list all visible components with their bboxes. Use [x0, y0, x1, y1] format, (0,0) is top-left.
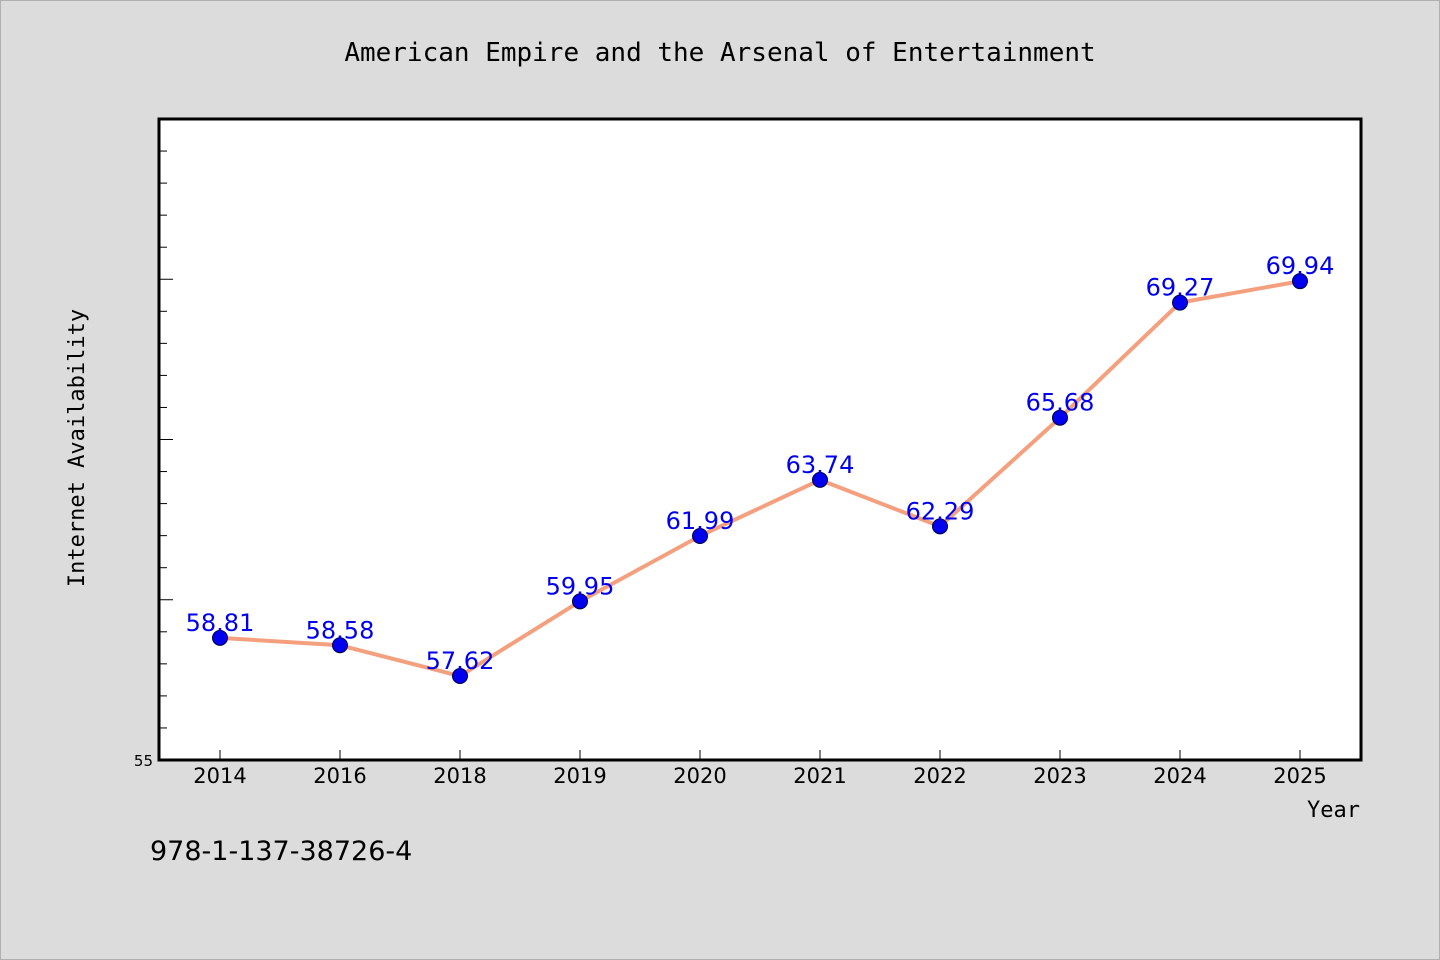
x-tick-label: 2025 [1273, 764, 1326, 788]
plot-area [157, 117, 1363, 762]
y-axis-ticks: 55 [134, 118, 173, 770]
x-tick-label: 2022 [913, 764, 966, 788]
data-point [932, 518, 948, 535]
y-tick-label: 55 [134, 752, 153, 770]
data-label: 63.74 [786, 451, 855, 479]
x-tick-label: 2024 [1153, 764, 1206, 788]
data-point [1292, 273, 1308, 290]
data-point [572, 593, 588, 610]
data-label: 58.81 [186, 609, 255, 637]
x-axis-ticks: 2014 2016 2018 2019 2020 2021 2022 2023 2024 2025 [193, 750, 1327, 788]
chart-title: American Empire and the Arsenal of Enter… [344, 38, 1095, 68]
x-tick-label: 2021 [793, 764, 846, 788]
x-tick-label: 2016 [313, 764, 366, 788]
isbn-text: 978-1-137-38726-4 [150, 836, 413, 867]
data-point [1052, 409, 1068, 426]
data-point [1172, 294, 1188, 311]
data-label: 59.95 [546, 572, 615, 600]
data-point [452, 668, 468, 685]
series-group: 58.81 58.58 57.62 59.95 61.99 63.74 62.29 65.68… [186, 252, 1335, 685]
x-tick-label: 2018 [433, 764, 486, 788]
y-axis-label: Internet Availability [65, 309, 90, 587]
data-label: 61.99 [666, 507, 735, 535]
x-tick-label: 2019 [553, 764, 606, 788]
x-tick-label: 2020 [673, 764, 726, 788]
data-point [212, 629, 228, 646]
data-label: 69.27 [1146, 274, 1215, 302]
data-label: 65.68 [1026, 389, 1095, 417]
data-point [332, 637, 348, 654]
x-axis-label: Year [1307, 798, 1360, 823]
data-point [692, 527, 708, 544]
data-label: 57.62 [426, 647, 495, 675]
data-point [812, 471, 828, 488]
series-line [219, 279, 1301, 679]
data-label: 69.94 [1266, 252, 1335, 280]
x-tick-label: 2023 [1033, 764, 1086, 788]
data-label: 58.58 [306, 616, 375, 644]
data-label: 62.29 [906, 497, 975, 525]
x-tick-label: 2014 [193, 764, 246, 788]
